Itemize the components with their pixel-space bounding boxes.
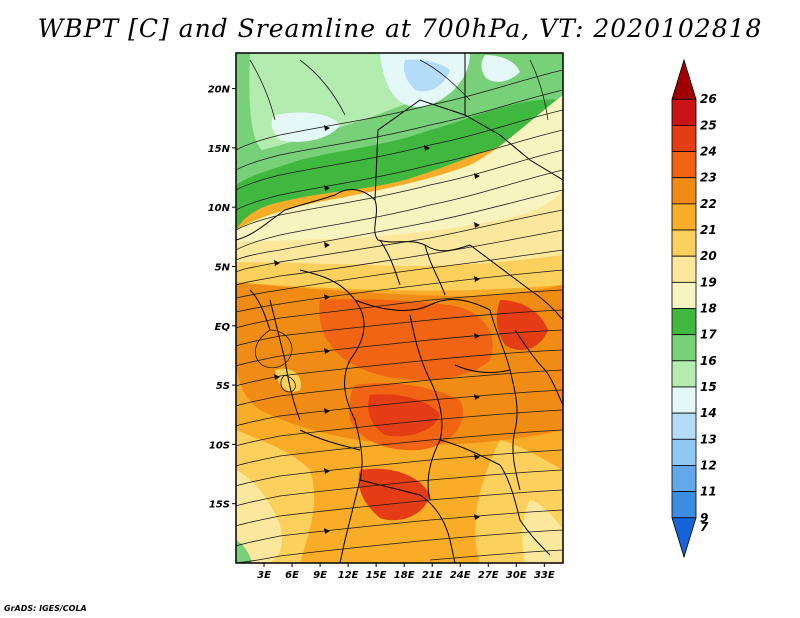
x-tick-label: 18E bbox=[394, 570, 415, 581]
colorbar-label: 19 bbox=[700, 275, 717, 289]
colorbar-label: 16 bbox=[700, 354, 717, 368]
x-tick-label: 15E bbox=[366, 570, 387, 581]
colorbar-swatch bbox=[671, 281, 697, 309]
colorbar-label: 22 bbox=[700, 197, 717, 211]
colorbar-label: 15 bbox=[700, 380, 717, 394]
y-tick-label: 10N bbox=[208, 203, 231, 214]
colorbar-swatch bbox=[671, 517, 697, 559]
map-title: WBPT [C] and Sreamline at 700hPa, VT: 20… bbox=[37, 14, 763, 43]
y-tick-label: 10S bbox=[209, 440, 230, 451]
streamline-arrows bbox=[274, 125, 480, 534]
grads-credit: GrADS: IGES/COLA bbox=[4, 604, 87, 613]
x-tick-label: 33E bbox=[534, 570, 555, 581]
y-tick-label: EQ bbox=[215, 322, 231, 333]
x-tick-label: 9E bbox=[313, 570, 327, 581]
y-tick-label: 15N bbox=[208, 144, 231, 155]
y-tick-label: 5N bbox=[215, 262, 231, 273]
x-tick-label: 24E bbox=[450, 570, 471, 581]
streamlines bbox=[236, 59, 563, 563]
x-tick-label: 21E bbox=[422, 570, 443, 581]
colorbar-label: 7 bbox=[700, 520, 709, 534]
y-tick-label: 5S bbox=[216, 381, 230, 392]
colorbar-swatch bbox=[671, 203, 697, 231]
colorbar-swatch bbox=[671, 98, 697, 126]
colorbar-swatch bbox=[671, 229, 697, 257]
colorbar-swatch bbox=[671, 177, 697, 205]
x-tick-label: 6E bbox=[285, 570, 299, 581]
x-tick-label: 3E bbox=[257, 570, 271, 581]
colorbar-swatch bbox=[671, 58, 697, 100]
colorbar-label: 23 bbox=[700, 171, 717, 185]
map-axes: 3E 6E 9E 12E 15E 18E 21E 24E 27E 30E 33E 20N 15N 10N 5… bbox=[208, 85, 555, 581]
colorbar-label: 13 bbox=[700, 432, 717, 446]
colorbar-label: 20 bbox=[700, 249, 717, 263]
colorbar-label: 18 bbox=[700, 302, 717, 316]
colorbar-label: 9 bbox=[700, 511, 708, 525]
colorbar-swatch bbox=[671, 360, 697, 388]
x-tick-label: 27E bbox=[478, 570, 499, 581]
colorbar-swatch bbox=[671, 151, 697, 179]
colorbar-swatch bbox=[671, 412, 697, 440]
y-tick-label: 20N bbox=[208, 85, 231, 96]
x-tick-label: 30E bbox=[506, 570, 527, 581]
colorbar-swatch bbox=[671, 438, 697, 466]
colorbar-swatch bbox=[671, 334, 697, 362]
colorbar-swatch bbox=[671, 465, 697, 493]
colorbar-label: 14 bbox=[700, 406, 717, 420]
colorbar-label: 21 bbox=[700, 223, 717, 237]
y-tick-label: 15S bbox=[209, 500, 230, 511]
colorbar-label: 25 bbox=[700, 118, 717, 132]
colorbar-swatch bbox=[671, 308, 697, 336]
colorbar-label: 24 bbox=[700, 145, 717, 159]
colorbar-label: 12 bbox=[700, 458, 717, 472]
map-frame bbox=[235, 52, 564, 564]
colorbar-swatch bbox=[671, 491, 697, 519]
colorbar-swatch bbox=[671, 255, 697, 283]
colorbar-swatch bbox=[671, 386, 697, 414]
colorbar-label: 11 bbox=[700, 485, 717, 499]
x-tick-label: 12E bbox=[338, 570, 359, 581]
colorbar-swatch bbox=[671, 124, 697, 152]
wbpt-field bbox=[236, 53, 563, 563]
colorbar-label: 26 bbox=[700, 92, 717, 106]
colorbar: 26 25 24 23 22 21 20 19 18 17 16 15 14 13 12 11 97 bbox=[671, 58, 717, 559]
colorbar-label: 17 bbox=[700, 328, 717, 342]
